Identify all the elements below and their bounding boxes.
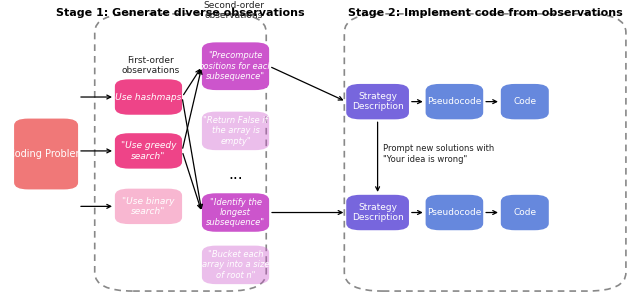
Text: "Precompute
positions for each
subsequence": "Precompute positions for each subsequen… xyxy=(198,51,273,81)
Text: Code: Code xyxy=(513,208,536,217)
Text: Stage 1: Generate diverse observations: Stage 1: Generate diverse observations xyxy=(56,8,305,18)
Text: "Use binary
search": "Use binary search" xyxy=(122,197,175,216)
Text: Code: Code xyxy=(513,97,536,106)
FancyBboxPatch shape xyxy=(202,246,269,284)
FancyBboxPatch shape xyxy=(202,111,269,150)
FancyBboxPatch shape xyxy=(346,84,409,119)
FancyBboxPatch shape xyxy=(500,84,548,119)
Text: Second-order
observations: Second-order observations xyxy=(203,1,264,20)
Text: Pseudocode: Pseudocode xyxy=(428,208,481,217)
FancyBboxPatch shape xyxy=(115,188,182,224)
Text: Strategy
Description: Strategy Description xyxy=(352,92,403,111)
Text: Pseudocode: Pseudocode xyxy=(428,97,481,106)
Text: ...: ... xyxy=(228,167,243,181)
Text: "Return False if
the array is
empty": "Return False if the array is empty" xyxy=(204,116,268,146)
Text: Prompt new solutions with
"Your idea is wrong": Prompt new solutions with "Your idea is … xyxy=(383,144,494,164)
FancyBboxPatch shape xyxy=(426,195,483,230)
FancyBboxPatch shape xyxy=(346,195,409,230)
FancyBboxPatch shape xyxy=(500,195,548,230)
FancyBboxPatch shape xyxy=(14,119,78,189)
Text: "Bucket each
array into a size
of root n": "Bucket each array into a size of root n… xyxy=(202,250,269,280)
Text: Coding Problem: Coding Problem xyxy=(8,149,84,159)
Text: "Use greedy
search": "Use greedy search" xyxy=(121,141,176,160)
Text: "Use hashmaps": "Use hashmaps" xyxy=(111,92,186,102)
FancyBboxPatch shape xyxy=(202,42,269,90)
Text: First-order
observations: First-order observations xyxy=(121,56,180,75)
FancyBboxPatch shape xyxy=(426,84,483,119)
FancyBboxPatch shape xyxy=(202,193,269,232)
Text: Stage 2: Implement code from observations: Stage 2: Implement code from observation… xyxy=(348,8,623,18)
Text: "Identify the
longest
subsequence": "Identify the longest subsequence" xyxy=(206,198,265,227)
FancyBboxPatch shape xyxy=(115,79,182,115)
FancyBboxPatch shape xyxy=(115,133,182,168)
Text: Strategy
Description: Strategy Description xyxy=(352,203,403,222)
